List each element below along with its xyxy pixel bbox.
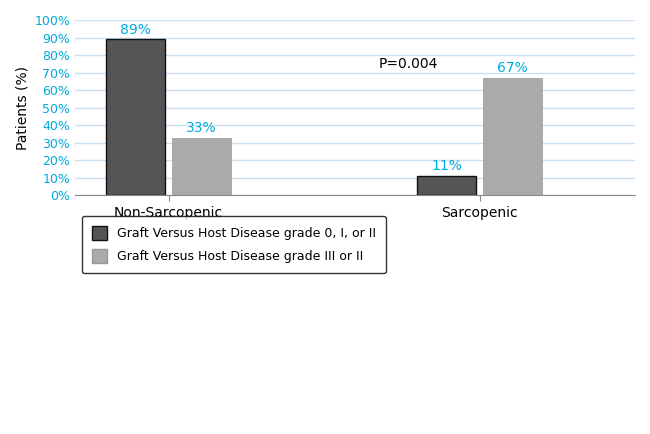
Bar: [483, 78, 541, 195]
Text: 89%: 89%: [120, 23, 151, 36]
Text: 67%: 67%: [497, 61, 528, 75]
Bar: [172, 138, 231, 195]
Text: P=0.004: P=0.004: [378, 57, 438, 71]
Text: 11%: 11%: [432, 159, 462, 174]
Text: 33%: 33%: [186, 121, 216, 135]
Bar: [417, 176, 476, 195]
Bar: [107, 39, 166, 195]
Y-axis label: Patients (%): Patients (%): [15, 66, 29, 150]
Legend: Graft Versus Host Disease grade 0, I, or II, Graft Versus Host Disease grade III: Graft Versus Host Disease grade 0, I, or…: [81, 216, 385, 273]
